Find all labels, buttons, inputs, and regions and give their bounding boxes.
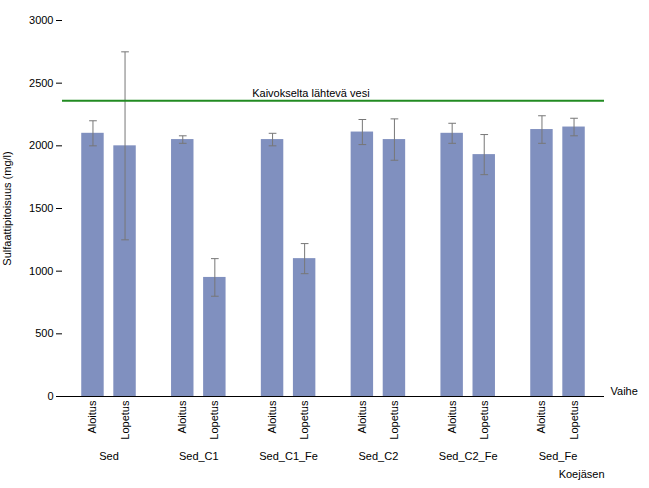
svg-text:Lopetus: Lopetus	[208, 400, 220, 440]
svg-text:2500: 2500	[29, 77, 53, 89]
svg-text:Aloitus: Aloitus	[86, 400, 98, 434]
svg-text:Aloitus: Aloitus	[266, 400, 278, 434]
svg-text:Sed_C1: Sed_C1	[179, 450, 219, 462]
svg-text:Kaivokselta lähtevä vesi: Kaivokselta lähtevä vesi	[252, 87, 369, 99]
svg-text:Vaihe: Vaihe	[611, 385, 638, 397]
svg-text:Sulfaattipitoisuus (mg/l): Sulfaattipitoisuus (mg/l)	[1, 151, 13, 265]
svg-text:500: 500	[35, 327, 53, 339]
svg-text:Lopetus: Lopetus	[119, 400, 131, 440]
svg-text:Lopetus: Lopetus	[478, 400, 490, 440]
svg-text:1000: 1000	[29, 265, 53, 277]
svg-text:Sed_Fe: Sed_Fe	[539, 450, 578, 462]
svg-text:Lopetus: Lopetus	[298, 400, 310, 440]
svg-text:2000: 2000	[29, 139, 53, 151]
svg-text:Sed_C2: Sed_C2	[359, 450, 399, 462]
svg-text:Sed: Sed	[99, 450, 119, 462]
svg-text:Lopetus: Lopetus	[388, 400, 400, 440]
svg-text:Aloitus: Aloitus	[356, 400, 368, 434]
svg-text:Aloitus: Aloitus	[535, 400, 547, 434]
svg-text:1500: 1500	[29, 202, 53, 214]
svg-text:Koejäsen: Koejäsen	[559, 468, 605, 480]
svg-text:Sed_C1_Fe: Sed_C1_Fe	[259, 450, 318, 462]
svg-text:Sed_C2_Fe: Sed_C2_Fe	[439, 450, 498, 462]
svg-text:Aloitus: Aloitus	[446, 400, 458, 434]
svg-text:0: 0	[47, 390, 53, 402]
svg-text:Aloitus: Aloitus	[176, 400, 188, 434]
svg-text:Lopetus: Lopetus	[568, 400, 580, 440]
svg-text:3000: 3000	[29, 14, 53, 26]
